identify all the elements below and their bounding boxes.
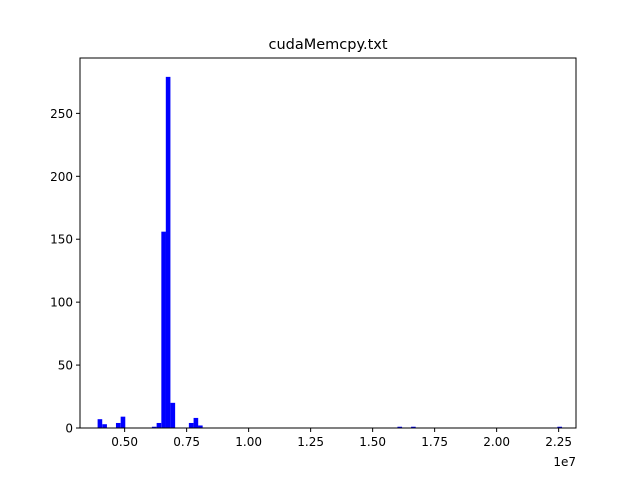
y-tick-label: 100 [50, 296, 73, 310]
x-tick-label: 0.75 [173, 435, 200, 449]
histogram-bar [198, 425, 203, 428]
histogram-bar [170, 402, 176, 428]
histogram-bar [193, 417, 199, 428]
histogram-bar [115, 422, 121, 428]
histogram-bar [120, 416, 126, 428]
x-tick-label: 1.25 [297, 435, 324, 449]
x-axis-offset-label: 1e7 [553, 455, 576, 469]
x-tick-label: 2.00 [483, 435, 510, 449]
histogram-bar [97, 419, 103, 428]
histogram-bar [411, 426, 416, 428]
histogram-bar [557, 426, 563, 428]
histogram-bar [397, 426, 403, 428]
histogram-bar [151, 426, 157, 428]
histogram-bar [188, 422, 194, 428]
chart-title: cudaMemcpy.txt [268, 37, 387, 53]
x-tick-label: 2.25 [545, 435, 572, 449]
x-axis-ticks: 0.50 0.75 1.00 1.25 1.50 1.75 2.00 2.25 [111, 428, 572, 449]
histogram-bar [102, 424, 107, 428]
y-tick-label: 0 [65, 422, 73, 436]
bars-group [97, 76, 563, 428]
x-tick-label: 1.00 [235, 435, 262, 449]
plot-frame [79, 57, 577, 429]
histogram-bar [156, 422, 162, 428]
histogram-bar [165, 76, 171, 428]
x-tick-label: 1.75 [421, 435, 448, 449]
x-tick-label: 0.50 [111, 435, 138, 449]
x-tick-label: 1.50 [359, 435, 386, 449]
y-tick-label: 200 [50, 170, 73, 184]
y-tick-label: 50 [58, 359, 73, 373]
y-tick-label: 250 [50, 107, 73, 121]
histogram-bar [161, 231, 166, 428]
y-tick-label: 150 [50, 233, 73, 247]
y-axis-ticks: 0 50 100 150 200 250 [50, 107, 80, 436]
